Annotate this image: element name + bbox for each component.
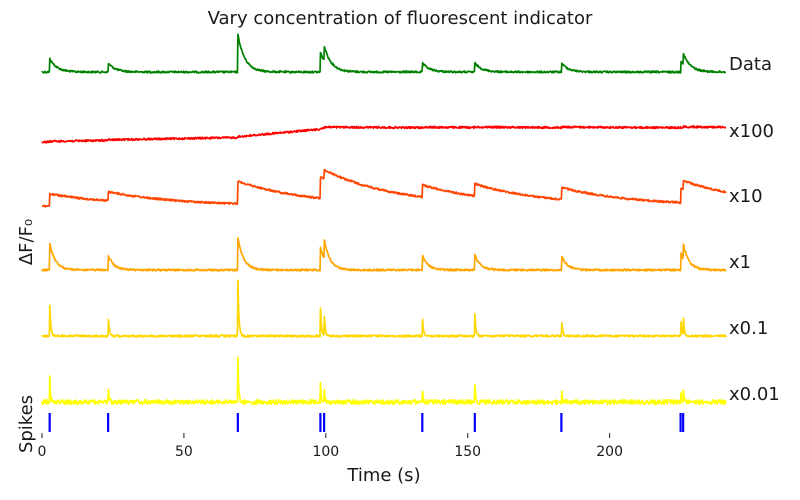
trace-label-x0-01: x0.01 bbox=[729, 384, 780, 405]
x-tick-label: 200 bbox=[596, 444, 623, 460]
spikes-axis-label: Spikes bbox=[16, 395, 37, 453]
x-axis: 0 50 100 150 200 bbox=[38, 433, 623, 460]
trace-label-x100: x100 bbox=[729, 121, 774, 142]
y-axis-label: ΔF/F₀ bbox=[16, 219, 37, 265]
trace-line-x0-01 bbox=[41, 356, 727, 406]
trace-label-x10: x10 bbox=[729, 186, 763, 207]
x-tick-label: 100 bbox=[312, 444, 339, 460]
x-axis-label: Time (s) bbox=[346, 465, 420, 486]
trace-line-x0-1 bbox=[41, 279, 727, 338]
trace-line-x1 bbox=[41, 237, 727, 272]
x-tick-label: 50 bbox=[175, 444, 193, 460]
spike-raster bbox=[48, 413, 685, 432]
x-tick-label: 0 bbox=[38, 444, 47, 460]
chart-title: Vary concentration of fluorescent indica… bbox=[208, 8, 593, 29]
trace-label-data: Data bbox=[729, 54, 772, 75]
trace-line-x100 bbox=[41, 125, 727, 144]
x-tick-label: 150 bbox=[454, 444, 481, 460]
trace-line-x10 bbox=[41, 168, 727, 208]
trace-labels-group: Data x100 x10 x1 x0.1 x0.01 bbox=[729, 54, 780, 405]
trace-label-x0-1: x0.1 bbox=[729, 318, 768, 339]
trace-label-x1: x1 bbox=[729, 252, 751, 273]
trace-line-data bbox=[41, 33, 727, 74]
traces-group bbox=[41, 33, 727, 406]
